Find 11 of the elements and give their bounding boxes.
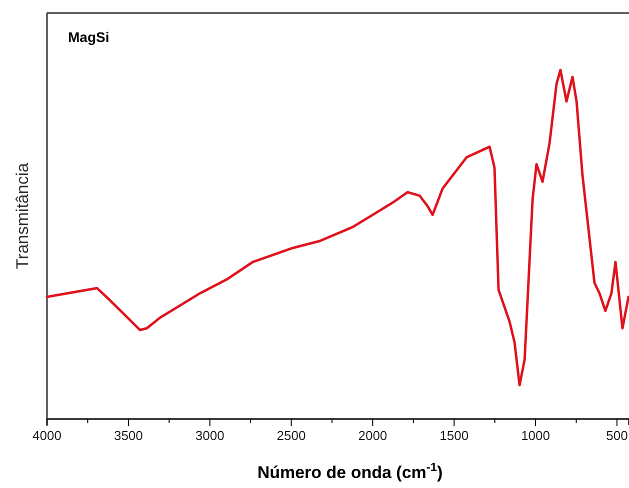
x-tick-label: 3000 xyxy=(195,428,224,444)
x-tick-label: 3500 xyxy=(114,428,143,444)
x-tick-label: 4000 xyxy=(32,428,62,444)
text: MagSi xyxy=(68,29,110,45)
x-tick-label: 2000 xyxy=(358,428,388,444)
x-tick-label: 2500 xyxy=(276,428,306,444)
x-tick-label: 1000 xyxy=(521,428,550,444)
y-axis-title: Transmitância xyxy=(13,162,32,270)
x-axis-title: Número de onda (cm$^{-1}$) xyxy=(257,460,443,482)
x-tick-label: 500 xyxy=(606,428,628,444)
x-tick-label: 1500 xyxy=(440,428,469,444)
